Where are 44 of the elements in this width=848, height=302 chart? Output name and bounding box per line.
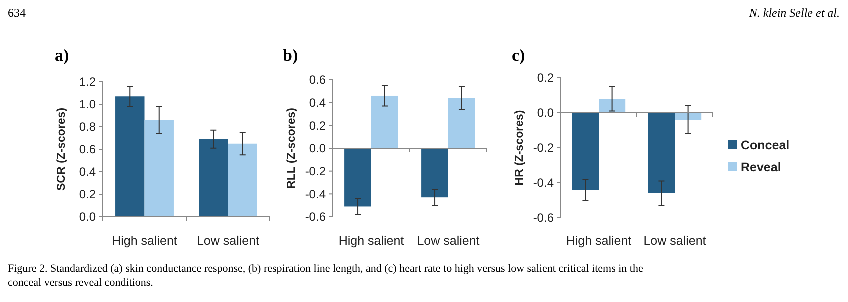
y-tick-label: 0.8: [79, 120, 96, 134]
legend-label: Reveal: [741, 160, 782, 174]
y-tick-label: 0.4: [79, 165, 96, 180]
x-tick-label: High salient: [338, 234, 405, 248]
y-tick-label: 0.2: [537, 71, 554, 86]
text: 634: [8, 6, 26, 20]
bar: [228, 144, 258, 217]
y-tick-label: 0.0: [309, 142, 326, 156]
chart-title: b): [283, 46, 298, 65]
x-tick-label: High salient: [566, 234, 632, 248]
text: N. klein Selle et al.: [748, 6, 840, 20]
x-tick-label: Low salient: [196, 234, 260, 248]
bar: [448, 98, 476, 148]
y-axis-title: SCR (Z-scores): [56, 108, 68, 192]
y-tick-label: 1.2: [79, 75, 96, 90]
bar: [344, 148, 372, 207]
y-tick-label: 0.0: [537, 106, 554, 120]
y-tick-label: -0.4: [305, 187, 326, 202]
chart-title: c): [512, 46, 526, 65]
legend-label: Conceal: [741, 138, 790, 152]
y-tick-label: 1.0: [79, 98, 96, 112]
y-tick-label: 0.6: [79, 142, 96, 157]
bar: [372, 96, 398, 148]
y-tick-label: -0.6: [533, 211, 554, 226]
x-tick-label: Low salient: [417, 234, 480, 248]
bar: [144, 120, 174, 217]
x-tick-label: High salient: [112, 234, 178, 248]
bar: [199, 139, 228, 217]
y-tick-label: 0.2: [309, 118, 326, 133]
y-tick-label: 0.0: [79, 210, 96, 224]
y-tick-label: -0.4: [533, 176, 554, 190]
bar: [422, 148, 448, 198]
y-tick-label: 0.4: [309, 96, 326, 110]
y-axis-title: RLL (Z-scores): [286, 108, 298, 189]
y-tick-label: 0.6: [309, 73, 326, 88]
bar: [116, 96, 145, 217]
y-tick-label: -0.2: [305, 164, 326, 179]
chart-title: a): [55, 46, 70, 65]
y-tick-label: -0.2: [533, 141, 554, 156]
y-tick-label: -0.6: [305, 210, 326, 224]
caption: Figure 2. Standardized (a) skin conductance response, (b) respiration line length, and (c) heart rate to high versus low salient critical items in the conceal versus reveal conditions.: [8, 263, 644, 289]
y-axis-title: HR (Z-scores): [514, 110, 526, 186]
y-tick-label: 0.2: [79, 188, 96, 202]
x-tick-label: Low salient: [644, 234, 707, 248]
